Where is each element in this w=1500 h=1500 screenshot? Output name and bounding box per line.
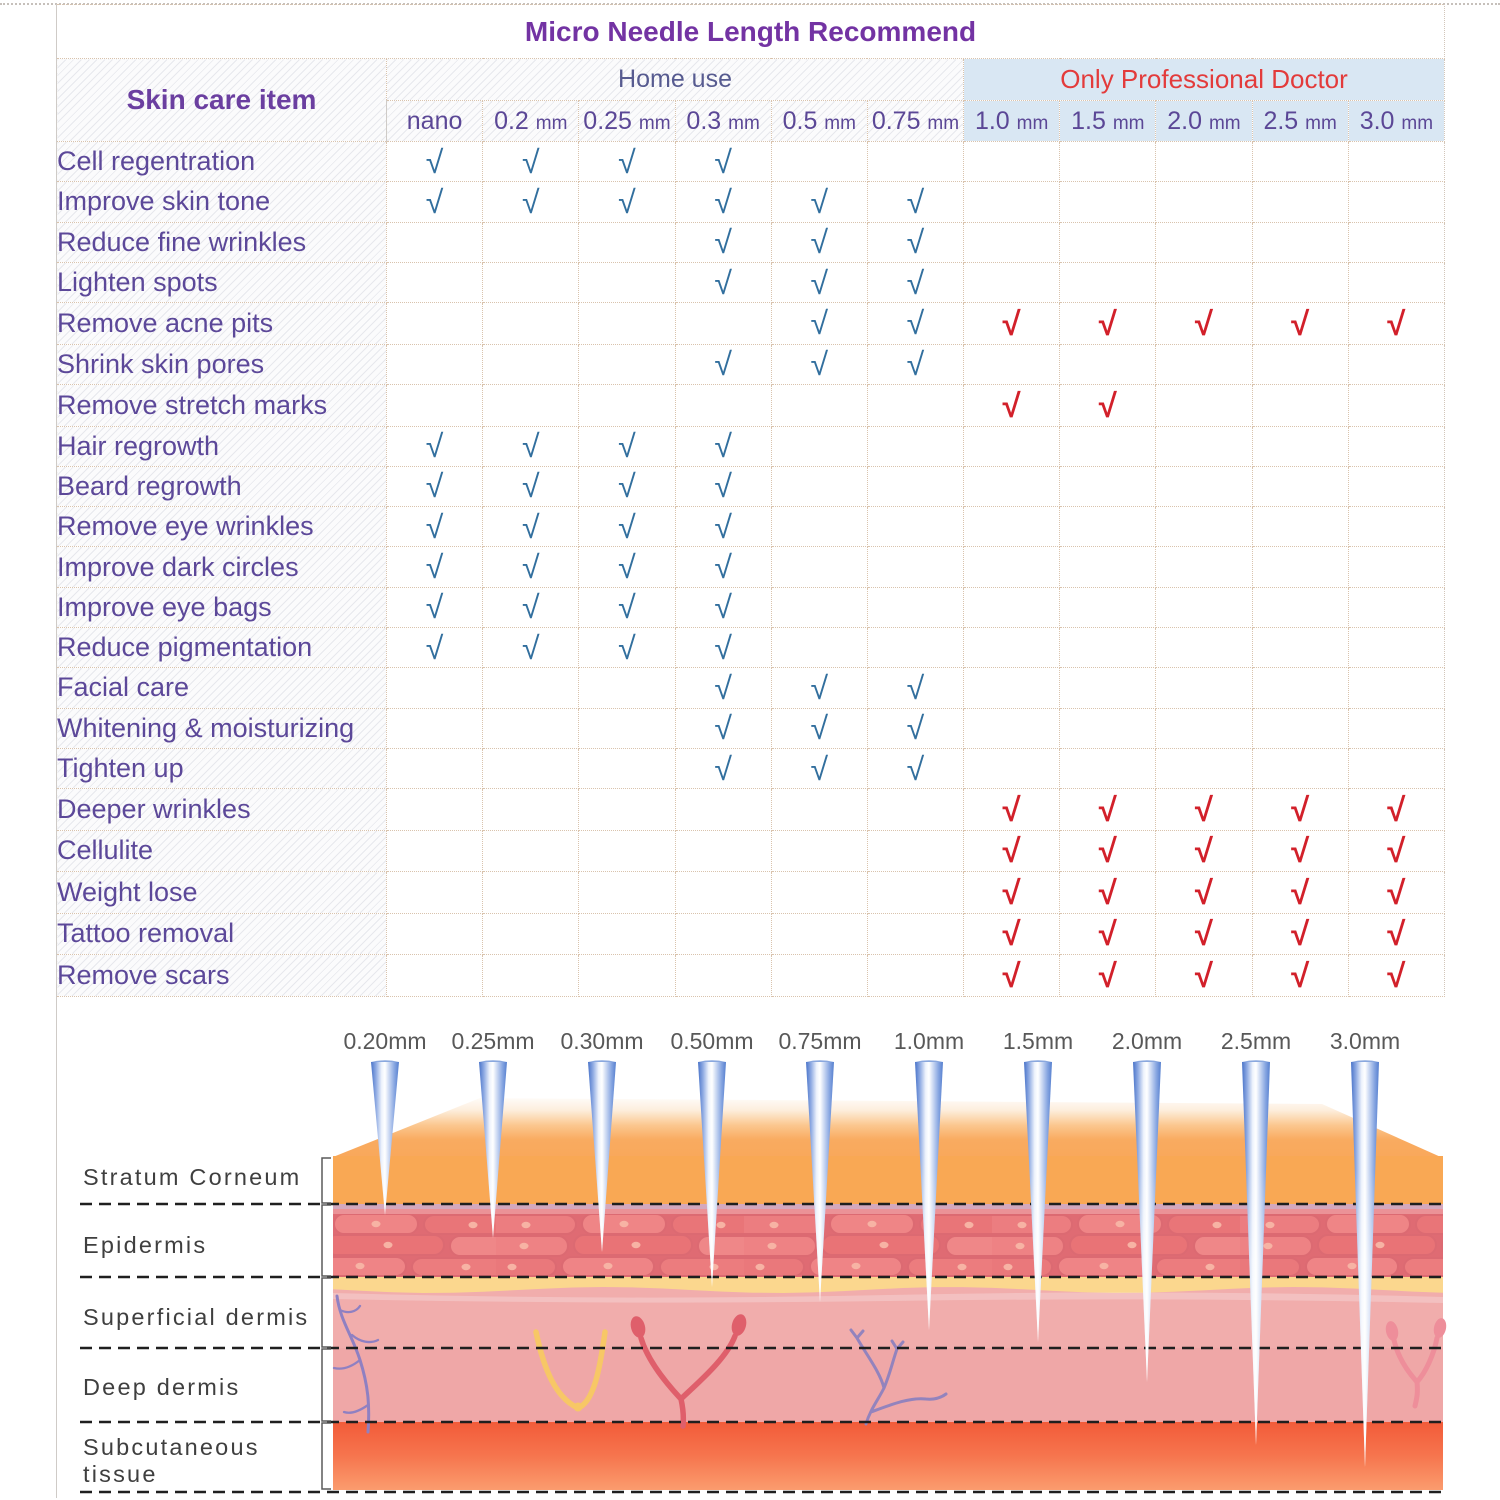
svg-text:0.30mm: 0.30mm — [560, 1028, 643, 1054]
svg-text:Stratum Corneum: Stratum Corneum — [83, 1164, 301, 1190]
svg-text:Epidermis: Epidermis — [83, 1232, 207, 1258]
svg-text:0.50mm: 0.50mm — [670, 1028, 753, 1054]
svg-text:0.25mm: 0.25mm — [451, 1028, 534, 1054]
svg-text:Superficial dermis: Superficial dermis — [83, 1304, 309, 1330]
svg-text:2.5mm: 2.5mm — [1221, 1028, 1291, 1054]
svg-text:2.0mm: 2.0mm — [1112, 1028, 1182, 1054]
svg-text:Subcutaneous: Subcutaneous — [83, 1434, 260, 1460]
svg-text:1.0mm: 1.0mm — [894, 1028, 964, 1054]
svg-text:3.0mm: 3.0mm — [1330, 1028, 1400, 1054]
svg-text:1.5mm: 1.5mm — [1003, 1028, 1073, 1054]
svg-text:Deep dermis: Deep dermis — [83, 1374, 240, 1400]
svg-text:tissue: tissue — [83, 1461, 158, 1487]
svg-text:0.75mm: 0.75mm — [778, 1028, 861, 1054]
svg-text:0.20mm: 0.20mm — [343, 1028, 426, 1054]
